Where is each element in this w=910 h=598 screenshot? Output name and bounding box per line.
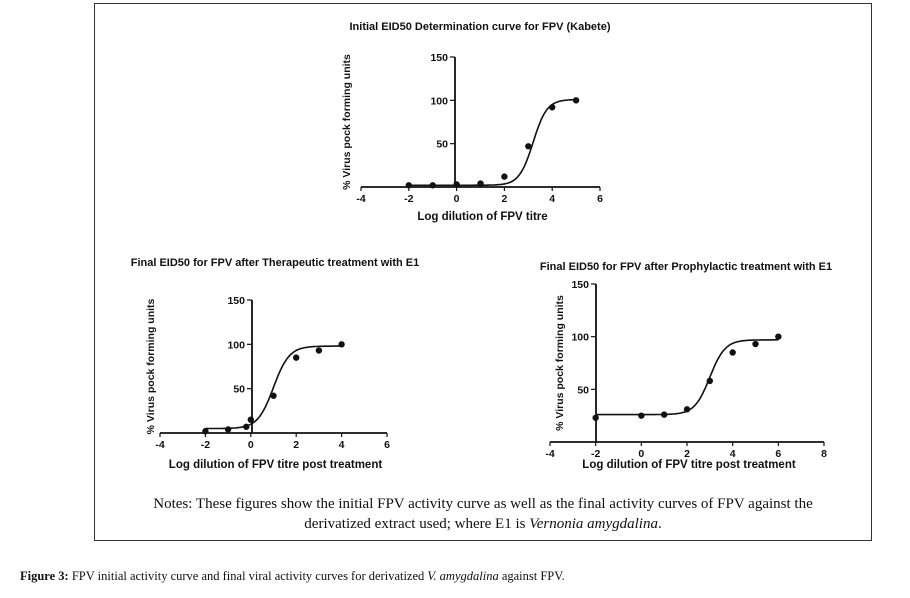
figure-caption: Figure 3: FPV initial activity curve and… [20, 569, 900, 584]
fit-curve [205, 345, 342, 430]
caption-text-end: against FPV. [498, 569, 565, 583]
chart-title: Final EID50 for FPV after Prophylactic t… [540, 261, 832, 273]
y-tick-label: 150 [571, 279, 589, 291]
figure-notes: Notes: These figures show the initial FP… [98, 494, 868, 534]
x-tick-label: -2 [404, 193, 413, 205]
y-axis-label: % Virus pock forming units [341, 54, 353, 190]
x-tick-label: 6 [775, 448, 781, 460]
y-tick-label: 150 [227, 295, 245, 307]
chart-2: Final EID50 for FPV after Therapeutic tr… [131, 257, 420, 471]
data-point [270, 392, 277, 399]
figure-frame [94, 3, 872, 541]
caption-text: FPV initial activity curve and final vir… [68, 569, 428, 583]
chart-3: Final EID50 for FPV after Prophylactic t… [540, 261, 832, 471]
x-tick-label: -2 [201, 439, 210, 451]
y-tick-label: 50 [233, 384, 245, 396]
data-point [202, 428, 209, 435]
data-point [501, 173, 508, 180]
y-tick-label: 100 [430, 95, 448, 107]
x-tick-label: 2 [501, 193, 507, 205]
x-tick-label: -4 [356, 193, 365, 205]
y-tick-label: 150 [430, 52, 448, 64]
data-point [572, 97, 580, 104]
data-point [638, 412, 645, 419]
y-tick-label: 100 [227, 339, 245, 351]
x-tick-label: -4 [545, 448, 554, 460]
data-point [706, 377, 714, 385]
notes-line-2: derivatized extract used; where E1 is Ve… [98, 514, 868, 534]
fit-curve [408, 98, 577, 187]
notes-species-name: Vernonia amygdalina [529, 516, 658, 532]
notes-line-2-end: . [657, 516, 662, 532]
data-point [683, 406, 691, 413]
data-point [660, 411, 668, 418]
data-point [293, 354, 300, 361]
data-point [243, 423, 250, 430]
y-axis-label: % Virus pock forming units [145, 298, 157, 434]
x-tick-label: 4 [339, 439, 345, 451]
data-point [224, 426, 232, 433]
x-tick-label: 0 [638, 448, 644, 460]
data-point [549, 104, 556, 111]
data-point [775, 333, 782, 340]
x-tick-label: 8 [821, 448, 827, 460]
x-axis-label: Log dilution of FPV titre post treatment [169, 459, 383, 471]
y-tick-label: 50 [436, 139, 448, 151]
x-tick-label: 4 [730, 448, 736, 460]
notes-line-2-text: derivatized extract used; where E1 is [304, 516, 530, 532]
fit-curve [595, 339, 779, 416]
x-tick-label: 0 [248, 439, 254, 451]
x-tick-label: 6 [597, 193, 603, 205]
data-point [247, 416, 254, 423]
y-tick-label: 50 [577, 384, 589, 396]
notes-line-1: Notes: These figures show the initial FP… [153, 496, 813, 512]
x-axis-label: Log dilution of FPV titre post treatment [582, 459, 796, 471]
data-point [453, 181, 460, 188]
x-tick-label: 4 [549, 193, 555, 205]
caption-species: V. amygdalina [427, 569, 499, 583]
data-point [315, 347, 323, 354]
data-point [752, 340, 759, 348]
y-axis-label: % Virus pock forming units [554, 295, 566, 431]
caption-label: Figure 3: [20, 569, 69, 583]
x-tick-label: 2 [684, 448, 690, 460]
data-point [729, 349, 736, 356]
data-point [338, 341, 345, 348]
x-tick-label: 0 [454, 193, 460, 205]
x-axis-label: Log dilution of FPV titre [417, 211, 547, 223]
x-tick-label: -4 [155, 439, 164, 451]
x-tick-label: 6 [384, 439, 390, 451]
chart-title: Final EID50 for FPV after Therapeutic tr… [131, 257, 420, 269]
data-point [405, 182, 412, 189]
data-point [592, 414, 599, 421]
data-point [477, 180, 484, 187]
data-point [525, 143, 532, 150]
y-tick-label: 100 [571, 332, 589, 344]
x-tick-label: -2 [591, 448, 600, 460]
x-tick-label: 2 [293, 439, 299, 451]
chart-title: Initial EID50 Determination curve for FP… [349, 21, 610, 33]
chart-1: Initial EID50 Determination curve for FP… [341, 21, 611, 223]
data-point [429, 182, 436, 189]
